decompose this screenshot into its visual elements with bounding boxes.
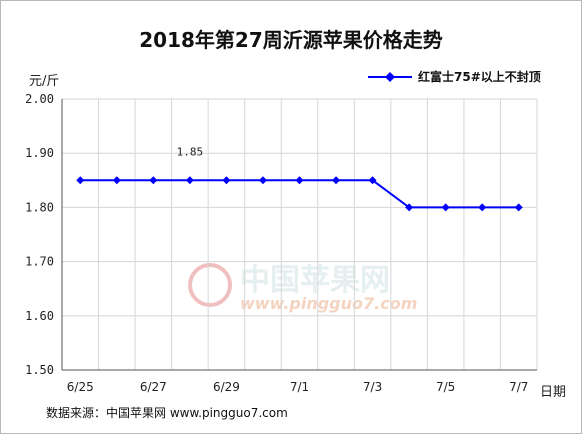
y-tick-label: 1.60 [25, 309, 54, 323]
watermark-url: www.pingguo7.com [240, 294, 417, 313]
data-point-marker [258, 176, 267, 185]
x-tick-label: 6/27 [140, 380, 167, 394]
data-label: 1.85 [177, 145, 204, 158]
data-point-marker [405, 203, 414, 212]
x-tick-label: 7/3 [363, 380, 382, 394]
x-tick-label: 7/5 [436, 380, 455, 394]
data-point-marker [185, 176, 194, 185]
data-point-marker [478, 203, 487, 212]
legend: 红富士75#以上不封顶 [368, 68, 541, 85]
x-tick-label: 6/29 [213, 380, 240, 394]
data-point-marker [112, 176, 121, 185]
data-point-marker [441, 203, 450, 212]
source-note: 数据来源：中国苹果网 www.pingguo7.com [46, 406, 288, 420]
x-tick-label: 7/7 [509, 380, 528, 394]
x-tick-label: 7/1 [290, 380, 309, 394]
chart-title: 2018年第27周沂源苹果价格走势 [139, 28, 443, 52]
data-point-marker [368, 176, 377, 185]
y-axis-unit-label: 元/斤 [29, 74, 60, 89]
y-tick-label: 1.80 [25, 200, 54, 214]
data-point-marker [332, 176, 341, 185]
x-tick-label: 6/25 [67, 380, 94, 394]
data-point-marker [514, 203, 523, 212]
y-tick-label: 2.00 [25, 92, 54, 106]
y-tick-label: 1.90 [25, 146, 54, 160]
legend-line-marker [368, 71, 412, 82]
data-point-marker [149, 176, 158, 185]
series-line [80, 179, 519, 209]
watermark-name: 中国苹果网 [240, 263, 390, 298]
watermark-apple-icon [188, 263, 232, 307]
data-point-marker [222, 176, 231, 185]
y-tick-label: 1.70 [25, 255, 54, 269]
legend-series-label: 红富士75#以上不封顶 [418, 70, 541, 84]
data-point-marker [295, 176, 304, 185]
x-axis-unit-label: 日期 [540, 385, 567, 400]
y-tick-label: 1.50 [25, 363, 54, 377]
data-point-marker [76, 176, 85, 185]
